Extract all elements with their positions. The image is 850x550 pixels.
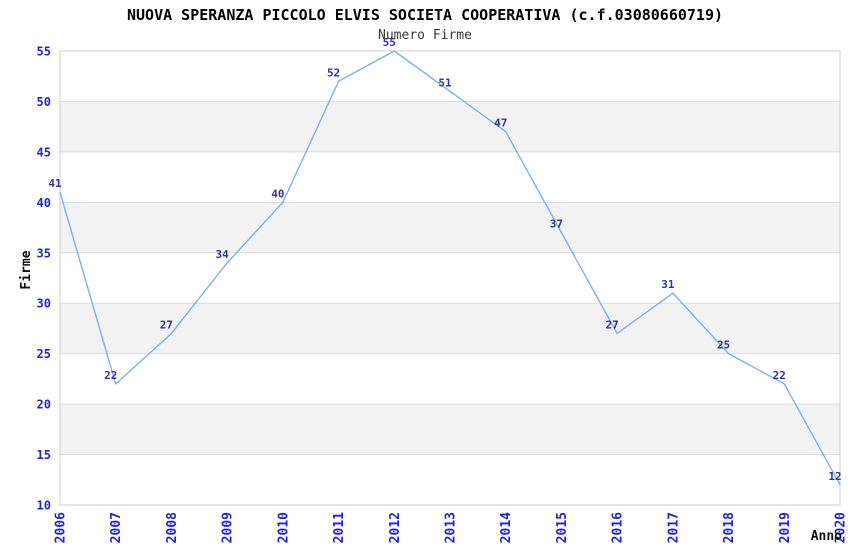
x-tick-label: 2018 — [722, 512, 737, 543]
y-tick-label: 20 — [37, 398, 51, 412]
point-value-label: 51 — [438, 76, 452, 89]
x-tick-label: 2012 — [388, 512, 403, 543]
point-value-label: 22 — [104, 369, 117, 382]
point-value-label: 55 — [383, 36, 396, 49]
y-tick-label: 30 — [37, 297, 51, 311]
x-axis-title: Anno — [811, 529, 842, 544]
point-value-label: 12 — [828, 470, 841, 483]
y-tick-label: 40 — [37, 196, 51, 210]
chart-title: NUOVA SPERANZA PICCOLO ELVIS SOCIETA COO… — [126, 6, 724, 24]
x-tick-label: 2013 — [444, 512, 459, 543]
plot-band — [60, 202, 840, 253]
plot-border — [59, 50, 841, 506]
point-value-label: 25 — [717, 339, 730, 352]
plot-band — [60, 303, 840, 354]
x-tick-label: 2008 — [165, 512, 180, 543]
x-tick-label: 2010 — [276, 512, 291, 543]
point-value-label: 52 — [327, 66, 340, 79]
x-tick-label: 2016 — [611, 512, 626, 543]
plot-band — [60, 404, 840, 455]
y-tick-label: 10 — [37, 499, 51, 513]
x-tick-label: 2011 — [332, 512, 347, 543]
plot-band — [60, 101, 840, 152]
point-value-label: 22 — [773, 369, 786, 382]
point-value-label: 34 — [216, 248, 230, 261]
point-value-label: 40 — [271, 187, 284, 200]
x-tick-label: 2007 — [109, 512, 124, 543]
point-value-label: 27 — [606, 318, 619, 331]
point-value-label: 47 — [494, 117, 507, 130]
y-axis-title: Firme — [19, 250, 34, 289]
y-tick-label: 45 — [37, 145, 51, 159]
x-tick-label: 2020 — [834, 512, 849, 543]
point-value-label: 27 — [160, 318, 173, 331]
point-value-label: 41 — [48, 177, 62, 190]
x-tick-label: 2009 — [221, 512, 236, 543]
point-value-label: 37 — [550, 218, 563, 231]
x-tick-label: 2006 — [54, 512, 69, 543]
x-tick-label: 2019 — [778, 512, 793, 543]
series-line — [59, 50, 841, 486]
x-tick-label: 2017 — [666, 512, 681, 543]
chart-subtitle: Numero Firme — [378, 28, 472, 43]
point-value-label: 31 — [661, 278, 675, 291]
x-tick-label: 2014 — [499, 512, 514, 543]
y-tick-label: 25 — [37, 347, 51, 361]
y-tick-label: 35 — [37, 246, 51, 260]
x-tick-label: 2015 — [555, 512, 570, 543]
y-tick-label: 15 — [37, 448, 51, 462]
y-tick-label: 55 — [37, 45, 51, 59]
y-tick-label: 50 — [37, 95, 51, 109]
